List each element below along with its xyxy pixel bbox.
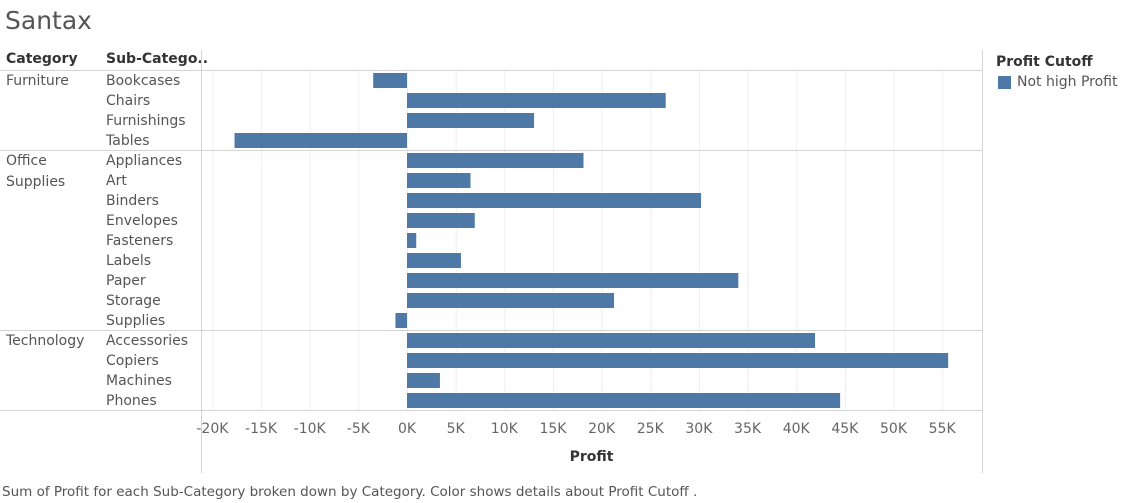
subcategory-label[interactable]: Appliances xyxy=(106,153,182,169)
profit-bar[interactable] xyxy=(407,193,702,208)
x-tick-label: 35K xyxy=(734,421,762,437)
profit-bar[interactable] xyxy=(407,93,666,108)
subcategory-label[interactable]: Machines xyxy=(106,373,172,389)
category-label[interactable]: Technology xyxy=(5,333,84,349)
x-axis-title: Profit xyxy=(570,449,614,465)
x-tick-label: 0K xyxy=(398,421,417,437)
profit-bar[interactable] xyxy=(407,233,417,248)
profit-bar[interactable] xyxy=(407,173,471,188)
subcategory-label[interactable]: Paper xyxy=(106,273,146,289)
x-tick-label: 50K xyxy=(880,421,908,437)
legend-swatch xyxy=(998,75,1011,89)
profit-bar[interactable] xyxy=(407,333,816,348)
category-label[interactable]: Furniture xyxy=(6,73,69,89)
subcategory-label[interactable]: Chairs xyxy=(106,93,150,109)
subcategory-label[interactable]: Bookcases xyxy=(106,73,180,89)
x-tick-label: 20K xyxy=(588,421,616,437)
legend-title: Profit Cutoff xyxy=(996,54,1093,70)
x-tick-label: 15K xyxy=(539,421,567,437)
category-column-header[interactable]: Category xyxy=(6,51,78,67)
profit-bar[interactable] xyxy=(407,213,475,228)
profit-bar[interactable] xyxy=(407,393,841,408)
profit-bar[interactable] xyxy=(407,293,615,308)
subcategory-label[interactable]: Accessories xyxy=(106,333,188,349)
x-tick-label: 10K xyxy=(491,421,519,437)
profit-bar[interactable] xyxy=(407,113,535,128)
x-tick-label: -15K xyxy=(245,421,278,437)
profit-bar[interactable] xyxy=(395,313,407,328)
x-tick-label: -20K xyxy=(196,421,229,437)
x-tick-label: -10K xyxy=(294,421,327,437)
x-tick-label: 30K xyxy=(685,421,713,437)
x-tick-label: 25K xyxy=(637,421,665,437)
chart-title: Santax xyxy=(5,6,92,35)
profit-bar[interactable] xyxy=(234,133,407,148)
x-tick-label: 40K xyxy=(783,421,811,437)
profit-bar[interactable] xyxy=(407,353,949,368)
subcategory-label[interactable]: Tables xyxy=(105,133,150,149)
legend-item-label: Not high Profit xyxy=(1017,74,1118,90)
x-tick-label: 55K xyxy=(929,421,957,437)
subcategory-label[interactable]: Labels xyxy=(106,253,151,269)
subcategory-label[interactable]: Copiers xyxy=(106,353,159,369)
profit-bar[interactable] xyxy=(407,273,739,288)
chart-caption: Sum of Profit for each Sub-Category brok… xyxy=(2,484,698,500)
profit-bar[interactable] xyxy=(373,73,407,88)
subcategory-label[interactable]: Supplies xyxy=(106,313,165,329)
profit-bar[interactable] xyxy=(407,373,440,388)
subcategory-column-header[interactable]: Sub-Catego.. xyxy=(106,51,209,67)
subcategory-label[interactable]: Art xyxy=(106,173,127,189)
subcategory-label[interactable]: Storage xyxy=(106,293,161,309)
subcategory-label[interactable]: Phones xyxy=(106,393,157,409)
subcategory-label[interactable]: Envelopes xyxy=(106,213,178,229)
x-tick-label: 45K xyxy=(831,421,859,437)
category-label[interactable]: Office Supplies xyxy=(6,153,65,190)
profit-bar[interactable] xyxy=(407,253,461,268)
subcategory-label[interactable]: Fasteners xyxy=(106,233,173,249)
profit-bar[interactable] xyxy=(407,153,584,168)
subcategory-label[interactable]: Furnishings xyxy=(106,113,186,129)
legend-item[interactable]: Not high Profit xyxy=(998,74,1117,90)
subcategory-label[interactable]: Binders xyxy=(106,193,159,209)
x-tick-label: 5K xyxy=(447,421,466,437)
x-tick-label: -5K xyxy=(347,421,371,437)
